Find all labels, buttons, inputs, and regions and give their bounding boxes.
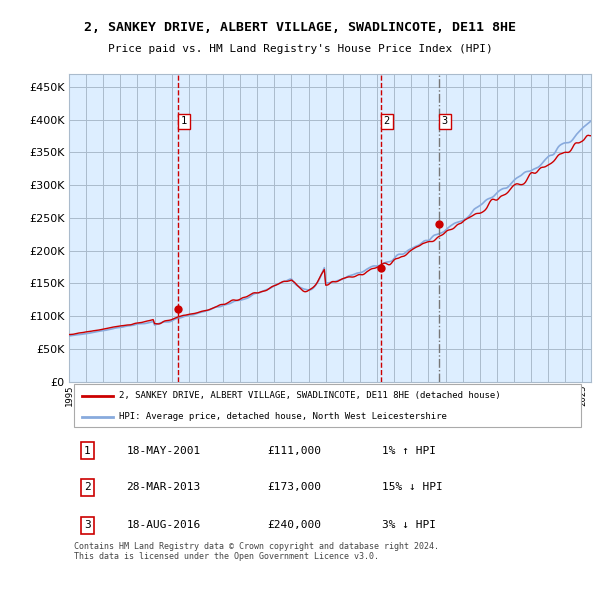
Text: 2, SANKEY DRIVE, ALBERT VILLAGE, SWADLINCOTE, DE11 8HE (detached house): 2, SANKEY DRIVE, ALBERT VILLAGE, SWADLIN… bbox=[119, 391, 500, 400]
FancyBboxPatch shape bbox=[74, 384, 581, 427]
Text: £111,000: £111,000 bbox=[268, 446, 322, 456]
Text: 1% ↑ HPI: 1% ↑ HPI bbox=[382, 446, 436, 456]
Text: 18-AUG-2016: 18-AUG-2016 bbox=[127, 520, 200, 530]
Text: 1: 1 bbox=[181, 116, 187, 126]
Text: 3: 3 bbox=[442, 116, 448, 126]
Text: Price paid vs. HM Land Registry's House Price Index (HPI): Price paid vs. HM Land Registry's House … bbox=[107, 44, 493, 54]
Text: 1: 1 bbox=[84, 446, 91, 456]
Text: 3% ↓ HPI: 3% ↓ HPI bbox=[382, 520, 436, 530]
Text: £240,000: £240,000 bbox=[268, 520, 322, 530]
Text: 15% ↓ HPI: 15% ↓ HPI bbox=[382, 483, 443, 493]
Text: 28-MAR-2013: 28-MAR-2013 bbox=[127, 483, 200, 493]
Text: Contains HM Land Registry data © Crown copyright and database right 2024.
This d: Contains HM Land Registry data © Crown c… bbox=[74, 542, 439, 561]
Text: 18-MAY-2001: 18-MAY-2001 bbox=[127, 446, 200, 456]
Text: 2: 2 bbox=[384, 116, 390, 126]
Text: 2: 2 bbox=[84, 483, 91, 493]
Text: HPI: Average price, detached house, North West Leicestershire: HPI: Average price, detached house, Nort… bbox=[119, 412, 446, 421]
Text: 2, SANKEY DRIVE, ALBERT VILLAGE, SWADLINCOTE, DE11 8HE: 2, SANKEY DRIVE, ALBERT VILLAGE, SWADLIN… bbox=[84, 21, 516, 34]
Text: 3: 3 bbox=[84, 520, 91, 530]
Text: £173,000: £173,000 bbox=[268, 483, 322, 493]
